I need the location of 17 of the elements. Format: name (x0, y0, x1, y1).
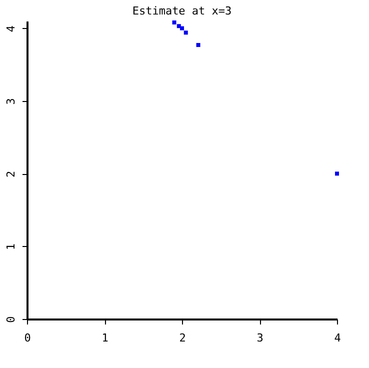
point (184, 30, 188, 35)
point (172, 20, 176, 24)
y-tick-label: 0 (4, 316, 18, 323)
x-tick-label: 4 (334, 332, 342, 344)
x-tick-label: 0 (24, 332, 31, 344)
x-tick-label: 3 (256, 332, 264, 344)
point (176, 24, 181, 28)
x-tick-label: 1 (102, 332, 108, 344)
y-tick-label: 2 (4, 170, 18, 178)
y-tick-label: 3 (4, 98, 18, 105)
point (196, 42, 200, 47)
y-tick-label: 4 (4, 25, 18, 32)
x-tick-label: 2 (179, 332, 186, 344)
point (335, 172, 339, 176)
point (180, 26, 184, 30)
chart-title: Estimate at x=3 (132, 4, 232, 18)
y-tick-label: 1 (4, 244, 18, 250)
